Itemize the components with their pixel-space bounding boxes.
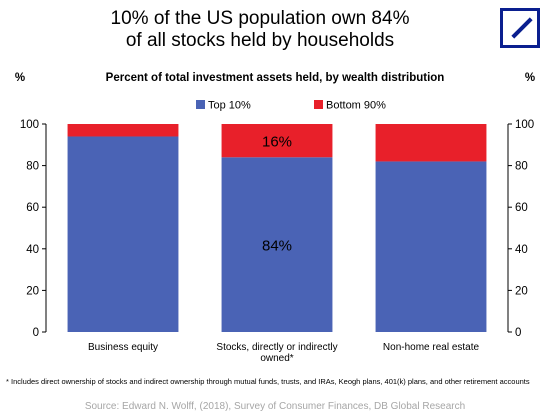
- bar-2-0: [375, 161, 487, 332]
- legend-swatch-0: [196, 100, 205, 109]
- data-label: 16%: [262, 134, 292, 151]
- y-tick-label-left: 100: [20, 119, 39, 131]
- y-axis-unit-left: %: [15, 72, 25, 84]
- y-tick-label-left: 60: [26, 202, 39, 214]
- chart-title: 10% of the US population own 84% of all …: [70, 8, 450, 52]
- y-tick-label-right: 100: [515, 119, 534, 131]
- y-tick-label-left: 40: [26, 244, 39, 256]
- y-tick-label-left: 20: [26, 285, 39, 297]
- data-label: 84%: [262, 238, 292, 255]
- y-tick-label-right: 40: [515, 244, 528, 256]
- bar-1-1: [221, 124, 333, 158]
- y-tick-label-right: 20: [515, 285, 528, 297]
- y-tick-label-right: 80: [515, 161, 528, 173]
- legend-label-0: Top 10%: [208, 100, 251, 112]
- category-label: owned*: [260, 353, 293, 364]
- title-line-2: of all stocks held by households: [125, 30, 395, 51]
- y-tick-label-right: 60: [515, 202, 528, 214]
- source-note: Source: Edward N. Wolff, (2018), Survey …: [84, 401, 466, 412]
- category-label: Stocks, directly or indirectly: [216, 342, 337, 353]
- legend-label-1: Bottom 90%: [326, 100, 386, 112]
- bar-2-1: [375, 124, 487, 162]
- title-line-1: 10% of the US population own 84%: [110, 8, 410, 29]
- category-label: Non-home real estate: [383, 342, 480, 353]
- bar-0-0: [67, 136, 179, 332]
- y-axis-unit-right: %: [525, 72, 535, 84]
- y-tick-label-left: 80: [26, 161, 39, 173]
- deutsche-bank-logo-icon: [500, 8, 540, 48]
- category-label: Business equity: [88, 342, 158, 353]
- footnote: * Includes direct ownership of stocks an…: [6, 377, 530, 386]
- legend-swatch-1: [314, 100, 323, 109]
- chart-subtitle: Percent of total investment assets held,…: [106, 72, 445, 84]
- bar-1-0: [221, 157, 333, 332]
- stacked-bar-chart: Percent of total investment assets held,…: [15, 72, 535, 364]
- bar-0-1: [67, 124, 179, 137]
- y-tick-label-left: 0: [33, 327, 39, 339]
- y-tick-label-right: 0: [515, 327, 521, 339]
